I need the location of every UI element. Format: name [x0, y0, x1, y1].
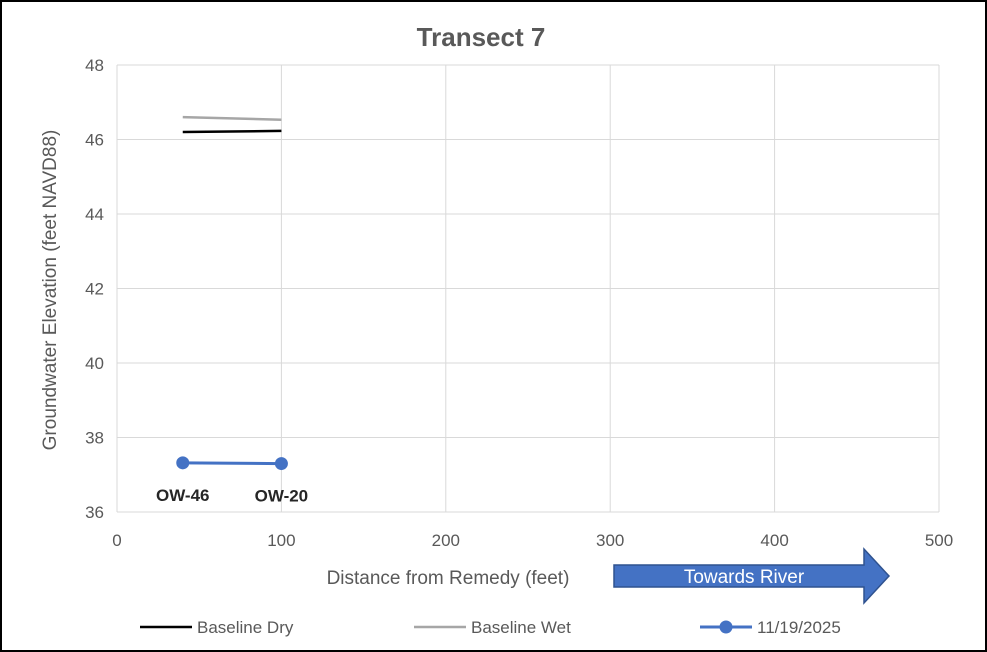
series-line [182, 115, 282, 122]
legend-label: Baseline Wet [471, 618, 571, 637]
arrow-label: Towards River [684, 567, 805, 588]
x-tick-label: 100 [267, 531, 295, 550]
arrow-shape [613, 547, 891, 605]
x-axis-title: Distance from Remedy (feet) [327, 568, 570, 589]
y-tick-label: 44 [85, 205, 104, 224]
series-point [274, 457, 288, 471]
y-axis-title: Groundwater Elevation (feet NAVD88) [40, 130, 61, 451]
legend-marker [719, 620, 733, 634]
y-tick-label: 40 [85, 354, 104, 373]
y-tick-label: 42 [85, 280, 104, 299]
tick-labels: 36 38 40 42 44 46 48 0 100 200 300 400 500 [85, 56, 953, 550]
series-point [176, 456, 190, 470]
x-tick-label: 0 [112, 531, 121, 550]
series-lines [176, 115, 288, 471]
legend-label: Baseline Dry [197, 618, 294, 637]
x-tick-label: 200 [432, 531, 460, 550]
y-tick-label: 38 [85, 429, 104, 448]
x-tick-label: 400 [760, 531, 788, 550]
point-labels: OW-46 OW-20 [156, 486, 308, 506]
towards-river-arrow: Towards River [613, 547, 891, 605]
x-tick-label: 500 [925, 531, 953, 550]
series-line [182, 461, 282, 466]
y-tick-label: 48 [85, 56, 104, 75]
series-line [182, 129, 282, 134]
point-label: OW-20 [255, 487, 309, 506]
legend: Baseline Dry Baseline Wet 11/19/2025 [140, 618, 841, 637]
y-tick-label: 46 [85, 131, 104, 150]
point-label: OW-46 [156, 486, 210, 505]
y-tick-label: 36 [85, 503, 104, 522]
legend-label: 11/19/2025 [757, 618, 841, 637]
chart-title: Transect 7 [417, 22, 546, 52]
grid [116, 64, 940, 513]
x-tick-label: 300 [596, 531, 624, 550]
